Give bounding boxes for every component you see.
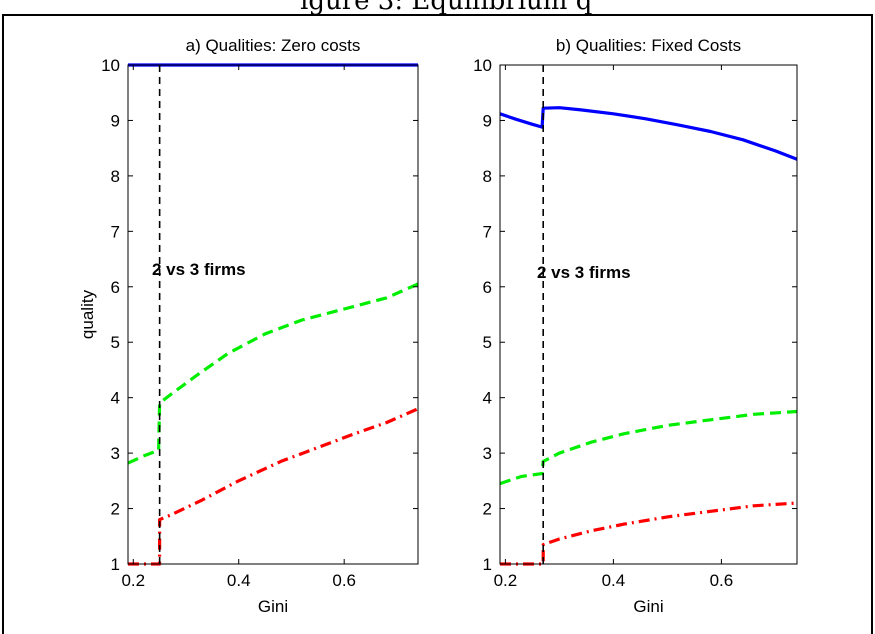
x-axis-label-a: Gini xyxy=(258,597,288,616)
y-tick-label-b-6: 7 xyxy=(483,222,492,241)
y-tick-label-b-0: 1 xyxy=(483,555,492,574)
y-tick-label-a-1: 2 xyxy=(111,500,120,519)
series-line-b-1 xyxy=(499,106,798,161)
y-tick-label-b-4: 5 xyxy=(483,333,492,352)
axes-box-a xyxy=(127,64,419,565)
annotation-label-a: 2 vs 3 firms xyxy=(152,260,246,279)
x-tick-label-a-0: 0.2 xyxy=(121,571,145,590)
y-tick-label-b-5: 6 xyxy=(483,278,492,297)
axes-box-b xyxy=(499,64,798,565)
y-tick-label-a-6: 7 xyxy=(111,222,120,241)
y-tick-label-b-7: 8 xyxy=(483,167,492,186)
y-tick-label-b-1: 2 xyxy=(483,500,492,519)
y-tick-label-b-3: 4 xyxy=(483,389,492,408)
frame-left-border xyxy=(2,14,4,634)
y-tick-label-a-3: 4 xyxy=(111,389,120,408)
series-line-b-2 xyxy=(499,409,798,486)
series-line-b-3 xyxy=(500,501,798,566)
frame-top-border xyxy=(2,14,873,16)
y-axis-label-a: quality xyxy=(78,289,97,339)
series-line-a-3 xyxy=(128,407,419,566)
y-tick-label-b-2: 3 xyxy=(483,444,492,463)
chart-title-b: b) Qualities: Fixed Costs xyxy=(556,36,741,55)
x-axis-label-b: Gini xyxy=(633,597,663,616)
y-tick-label-a-4: 5 xyxy=(111,333,120,352)
y-tick-label-a-5: 6 xyxy=(111,278,120,297)
y-tick-label-a-8: 9 xyxy=(111,111,120,130)
x-tick-label-a-1: 0.4 xyxy=(227,571,251,590)
series-line-a-2 xyxy=(127,282,419,465)
frame-right-border xyxy=(871,14,873,634)
y-tick-label-a-7: 8 xyxy=(111,167,120,186)
y-tick-label-b-8: 9 xyxy=(483,111,492,130)
y-tick-label-a-9: 10 xyxy=(101,56,120,75)
x-tick-label-a-2: 0.6 xyxy=(332,571,356,590)
x-tick-label-b-2: 0.6 xyxy=(710,571,734,590)
annotation-label-b: 2 vs 3 firms xyxy=(537,263,631,282)
y-tick-label-a-0: 1 xyxy=(111,555,120,574)
chart-title-a: a) Qualities: Zero costs xyxy=(186,36,361,55)
y-tick-label-a-2: 3 xyxy=(111,444,120,463)
y-tick-label-b-9: 10 xyxy=(473,56,492,75)
figure-caption-fragment: igure 3: Equilibrium q xyxy=(300,0,593,16)
x-tick-label-b-1: 0.4 xyxy=(602,571,626,590)
x-tick-label-b-0: 0.2 xyxy=(494,571,518,590)
